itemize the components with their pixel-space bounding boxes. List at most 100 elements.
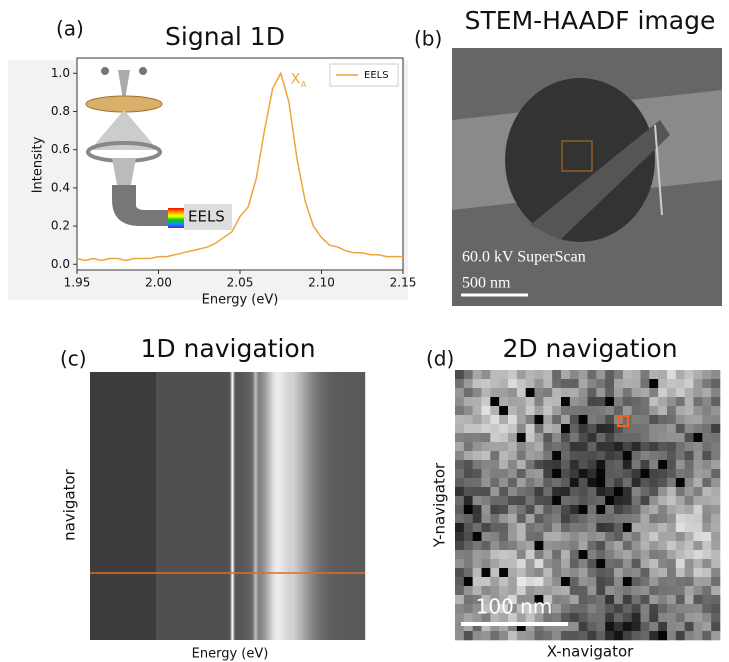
map-pixel (693, 496, 703, 506)
map-pixel (684, 379, 694, 389)
x-tick-label: 2.10 (308, 276, 335, 290)
map-pixel (561, 415, 571, 425)
map-pixel (525, 406, 535, 416)
map-pixel (596, 388, 606, 398)
spectrum-column (304, 372, 306, 640)
spectrum-column (216, 372, 218, 640)
map-pixel (702, 460, 712, 470)
map-pixel (702, 523, 712, 533)
map-pixel (649, 541, 659, 551)
spectrum-column (92, 372, 94, 640)
y-axis-label: Y-navigator (431, 462, 449, 548)
map-pixel (543, 487, 553, 497)
map-pixel (614, 604, 624, 614)
spectrum-column (255, 372, 257, 640)
map-pixel (587, 577, 597, 587)
map-pixel (543, 433, 553, 443)
map-pixel (702, 532, 712, 542)
map-pixel (596, 604, 606, 614)
map-pixel (534, 505, 544, 515)
map-pixel (684, 613, 694, 623)
spectrum-column (173, 372, 175, 640)
map-pixel (702, 478, 712, 488)
spectrum-column (222, 372, 224, 640)
map-pixel (711, 451, 721, 461)
map-pixel (516, 424, 526, 434)
map-pixel (481, 577, 491, 587)
map-pixel (702, 442, 712, 452)
map-pixel (508, 604, 518, 614)
map-pixel (702, 622, 712, 632)
spectrum-column (323, 372, 325, 640)
map-pixel (543, 559, 553, 569)
map-pixel (605, 388, 615, 398)
map-pixel (525, 604, 535, 614)
map-pixel (499, 586, 509, 596)
map-pixel (481, 388, 491, 398)
map-pixel (711, 586, 721, 596)
map-pixel (534, 541, 544, 551)
spectrum-column (250, 372, 252, 640)
spectrum-column (183, 372, 185, 640)
spectrum-column (186, 372, 188, 640)
map-pixel (596, 631, 606, 641)
map-pixel (605, 496, 615, 506)
map-pixel (667, 631, 677, 641)
spectrum-column (284, 372, 286, 640)
map-pixel (569, 577, 579, 587)
map-pixel (605, 550, 615, 560)
spectrum-column (262, 372, 264, 640)
panel-label: (a) (56, 17, 84, 41)
map-pixel (455, 478, 465, 488)
spectrum-column (357, 372, 359, 640)
map-pixel (640, 379, 650, 389)
map-pixel (640, 622, 650, 632)
map-pixel (684, 415, 694, 425)
map-pixel (490, 622, 500, 632)
spectrum-column (118, 372, 120, 640)
map-pixel (614, 379, 624, 389)
map-pixel (640, 514, 650, 524)
spectrum-column (360, 372, 362, 640)
map-pixel (596, 406, 606, 416)
map-pixel (587, 433, 597, 443)
spectrum-column (293, 372, 295, 640)
map-pixel (534, 487, 544, 497)
map-pixel (543, 622, 553, 632)
map-pixel (702, 451, 712, 461)
spectrum-column (303, 372, 305, 640)
map-pixel (481, 514, 491, 524)
map-pixel (702, 379, 712, 389)
map-pixel (578, 379, 588, 389)
map-pixel (543, 631, 553, 641)
map-pixel (631, 424, 641, 434)
map-pixel (614, 523, 624, 533)
spectrum-column (326, 372, 328, 640)
map-pixel (472, 586, 482, 596)
map-pixel (525, 424, 535, 434)
map-pixel (472, 460, 482, 470)
map-pixel (631, 604, 641, 614)
map-pixel (640, 388, 650, 398)
map-pixel (481, 559, 491, 569)
map-pixel (614, 568, 624, 578)
spectrum-column (197, 372, 199, 640)
spectrum-column (200, 372, 202, 640)
spectrum-column (139, 372, 141, 640)
spectrum-image (90, 372, 366, 640)
map-pixel (631, 514, 641, 524)
map-pixel (684, 595, 694, 605)
map-pixel (534, 577, 544, 587)
map-pixel (481, 442, 491, 452)
spectrum-column (152, 372, 154, 640)
spectrum-column (269, 372, 271, 640)
map-pixel (596, 469, 606, 479)
spectrum-column (108, 372, 110, 640)
map-pixel (455, 550, 465, 560)
spectrum-column (156, 372, 158, 640)
map-pixel (658, 595, 668, 605)
spectrum-column (137, 372, 139, 640)
map-pixel (596, 460, 606, 470)
map-pixel (490, 388, 500, 398)
spectrum-column (174, 372, 176, 640)
